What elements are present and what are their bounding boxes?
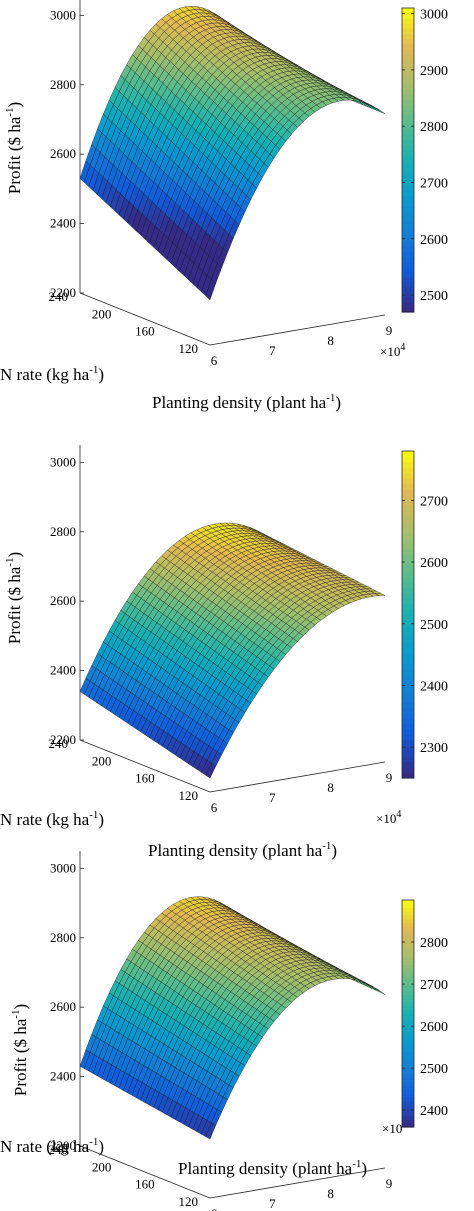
colorbar-tick-label: 2500 (420, 1062, 448, 1077)
surface (79, 896, 386, 1140)
y-axis-line (79, 739, 211, 793)
z-tick-label: 2400 (50, 663, 76, 678)
colorbar-tick-label: 2900 (420, 64, 448, 79)
colorbar-tick-label: 2600 (420, 556, 448, 571)
z-tick-label: 3000 (50, 860, 76, 875)
colorbar: 2500 2600 2700 2800 2900 3000 (401, 7, 448, 313)
colorbar-tick-label: 2400 (420, 679, 448, 694)
colorbar-tick-label: 3000 (420, 8, 448, 23)
y-tick-label: 200 (92, 1159, 112, 1174)
x-tick-label: 6 (211, 1206, 218, 1211)
y-tick-label: 240 (49, 289, 69, 304)
x-tick-label: 8 (327, 1186, 334, 1201)
surface-chart-2: 2200 2400 2600 2800 3000 120 160 200 240 6 7 8 9 ×104… (0, 445, 448, 860)
surface (79, 522, 386, 779)
x-tick-label: 7 (269, 790, 276, 805)
y-tick-label: 240 (49, 1142, 69, 1157)
x-axis-line (209, 1167, 386, 1199)
x-tick-label: 7 (269, 343, 276, 358)
colorbar-tick-label: 2700 (420, 177, 448, 192)
colorbar: 2300 2400 2500 2600 2700 (401, 450, 448, 779)
y-axis-title: N rate (kg ha-1) (0, 1136, 104, 1156)
z-tick-label: 3000 (50, 7, 76, 22)
y-tick-label: 120 (179, 341, 199, 356)
colorbar-tick-label: 2600 (420, 233, 448, 248)
z-axis-title: Profit ($ ha-1) (4, 552, 24, 644)
colorbar-tick-label: 2300 (420, 741, 448, 756)
y-tick-label: 160 (135, 324, 155, 339)
x-tick-label: 7 (269, 1196, 276, 1211)
z-tick-label: 2800 (50, 524, 76, 539)
x-axis-title: Planting density (plant ha-1) (178, 1158, 367, 1178)
z-tick-label: 2200 (50, 1138, 76, 1153)
z-axis-title: Profit ($ ha-1) (10, 1004, 30, 1096)
x-axis-line (209, 314, 386, 346)
x-multiplier: ×104 (380, 342, 405, 359)
y-tick-label: 160 (135, 771, 155, 786)
z-tick-label: 2600 (50, 146, 76, 161)
colorbar-tick-label: 2500 (420, 618, 448, 633)
z-tick-label: 2800 (50, 77, 76, 92)
y-tick-label: 120 (179, 1194, 199, 1209)
x-tick-label: 8 (327, 333, 334, 348)
axes: 2200 2400 2600 2800 3000 120 160 200 240 6 7 8 9 ×104 (49, 0, 405, 368)
x-tick-label: 9 (386, 323, 393, 338)
x-tick-label: 8 (327, 780, 334, 795)
axes: 2200 2400 2600 2800 3000 120 160 200 240 6 7 8 9 ×104 (49, 445, 401, 826)
surface (79, 5, 386, 301)
z-tick-label: 2600 (50, 999, 76, 1014)
y-axis-line (79, 292, 211, 346)
y-tick-label: 200 (92, 306, 112, 321)
y-axis-title: N rate (kg ha-1) (0, 364, 104, 384)
y-axis-line (79, 1145, 211, 1199)
colorbar: 2400 2500 2600 2700 2800 (401, 899, 448, 1128)
z-tick-label: 3000 (50, 454, 76, 469)
colorbar-tick-label: 2700 (420, 978, 448, 993)
y-tick-label: 160 (135, 1177, 155, 1192)
colorbar-tick-label: 2500 (420, 289, 448, 304)
x-tick-label: 9 (386, 1176, 393, 1191)
z-tick-label: 2200 (50, 732, 76, 747)
colorbar-tick-label: 2800 (420, 936, 448, 951)
x-tick-label: 6 (211, 353, 218, 368)
x-tick-label: 6 (211, 800, 218, 815)
surface-chart-3: 220024002600280030001201602002406789×104… (0, 851, 448, 1211)
x-tick-label: 9 (386, 770, 393, 785)
y-tick-label: 120 (179, 788, 199, 803)
z-tick-label: 2400 (50, 216, 76, 231)
z-tick-label: 2800 (50, 930, 76, 945)
z-tick-label: 2200 (50, 285, 76, 300)
x-axis-title: Planting density (plant ha-1) (152, 392, 341, 412)
x-axis-title: Planting density (plant ha-1) (148, 840, 337, 860)
z-tick-label: 2600 (50, 593, 76, 608)
colorbar-tick-label: 2800 (420, 120, 448, 135)
colorbar-tick-label: 2600 (420, 1020, 448, 1035)
surface-chart-1: 2200 2400 2600 2800 3000 120 160 200 240 6 7 8 9 ×104… (0, 0, 448, 412)
colorbar-tick-label: 2400 (420, 1104, 448, 1119)
z-tick-label: 2400 (50, 1069, 76, 1084)
z-axis-title: Profit ($ ha-1) (4, 102, 24, 194)
y-axis-title: N rate (kg ha-1) (0, 809, 104, 829)
y-tick-label: 200 (92, 753, 112, 768)
x-axis-line (209, 761, 386, 793)
y-tick-label: 240 (49, 736, 69, 751)
colorbar-tick-label: 2700 (420, 494, 448, 509)
x-multiplier: ×104 (376, 809, 401, 826)
